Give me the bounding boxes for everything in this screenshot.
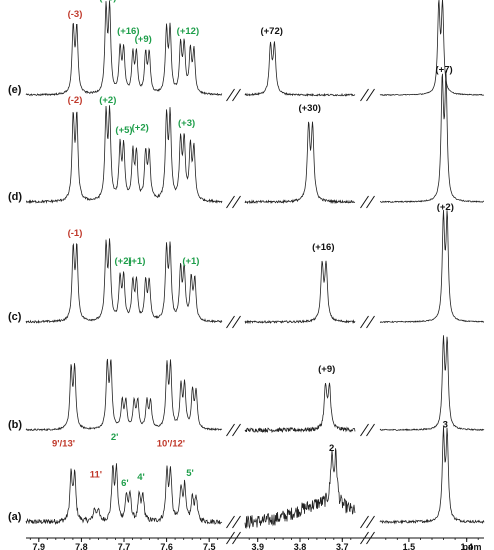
series-line	[379, 335, 485, 432]
axis-break-mark	[226, 515, 235, 529]
data-label: (+2)	[132, 123, 149, 134]
data-label: (+21)	[429, 0, 451, 1]
row-label: (d)	[8, 191, 22, 203]
x-tick-label: 1.5	[403, 542, 416, 550]
x-tick-label: 3.7	[336, 542, 349, 550]
data-label: 5'	[186, 468, 194, 479]
x-tick-label: 3.8	[294, 542, 307, 550]
axis-break-mark	[226, 88, 235, 102]
axis-break-mark	[232, 315, 241, 329]
axis-break-mark	[366, 315, 375, 329]
series-line	[25, 105, 223, 204]
series-line	[25, 0, 223, 97]
data-label: 3	[443, 419, 448, 430]
series-line	[380, 71, 484, 203]
row-label: (c)	[8, 311, 22, 323]
data-label: (+1)	[128, 256, 145, 267]
row-labels: (a) (b) (c) (d) (e)	[8, 84, 22, 523]
x-axis-label: ppm	[463, 542, 482, 550]
data-label: (+16)	[117, 26, 139, 37]
data-label: (+3)	[178, 118, 195, 129]
row-label: (a)	[8, 511, 22, 523]
axis-break-mark	[232, 423, 241, 437]
axis-break-mark	[360, 315, 369, 329]
x-axis-ticks: 7.9 7.8 7.7 7.6 7.5 3.9 3.8 3.7 1.5 1.4	[29, 538, 479, 550]
x-tick-label: 1.4	[460, 542, 473, 550]
spectra-traces	[25, 0, 485, 530]
axis-break-mark	[366, 88, 375, 102]
x-tick-label: 7.8	[75, 542, 88, 550]
data-label: (-1)	[68, 228, 83, 239]
axis-break-mark	[360, 423, 369, 437]
data-label: (+5)	[99, 0, 116, 4]
x-axis: 7.9 7.8 7.7 7.6 7.5 3.9 3.8 3.7 1.5 1.4 ppm	[26, 537, 484, 550]
data-label: 9'/13'	[52, 439, 75, 450]
data-label: (+16)	[312, 242, 334, 253]
axis-break-mark	[232, 88, 241, 102]
data-label: (+72)	[260, 26, 282, 37]
data-label: (+5)	[115, 125, 132, 136]
data-label: 4'	[137, 472, 145, 483]
series-line	[244, 260, 356, 325]
axis-break-mark	[366, 195, 375, 209]
series-line	[244, 41, 356, 97]
data-label: 2'	[111, 432, 119, 443]
series-line	[379, 426, 485, 525]
row-label: (e)	[8, 84, 22, 96]
data-label: (+9)	[318, 364, 335, 375]
series-line	[244, 382, 356, 434]
x-tick-label: 7.5	[203, 542, 216, 550]
axis-break-mark	[226, 195, 235, 209]
series-line	[25, 238, 223, 324]
data-label: 11'	[90, 470, 102, 481]
series-line	[379, 209, 485, 324]
data-label: (+30)	[298, 103, 320, 114]
data-label: 10'/12'	[157, 439, 185, 450]
data-label: 6'	[121, 478, 129, 489]
row-label: (b)	[8, 419, 22, 431]
data-label: (+2)	[437, 202, 454, 213]
series-line	[25, 463, 223, 525]
data-label: (+2)	[115, 256, 132, 267]
data-label: (+9)	[135, 34, 152, 45]
axis-break-mark	[226, 315, 235, 329]
axis-break-mark	[360, 515, 369, 529]
axis-break-mark	[232, 195, 241, 209]
data-label: (-3)	[68, 9, 83, 20]
axis-break-mark	[232, 515, 241, 529]
x-tick-label: 7.6	[160, 542, 173, 550]
axis-break-mark	[226, 423, 235, 437]
axis-break-mark	[366, 515, 375, 529]
series-line	[379, 0, 485, 96]
data-label: (+2)	[99, 95, 116, 106]
data-label: (+7)	[436, 65, 453, 76]
series-line	[244, 448, 356, 530]
peak-labels: 9'/13'11'2'6'4'10'/12'5'23(+9)(-1)(+2)(+…	[52, 0, 454, 489]
series-line	[25, 358, 223, 432]
axis-breaks	[226, 88, 375, 545]
axis-break-mark	[360, 88, 369, 102]
data-label: (+1)	[182, 256, 199, 267]
series-line	[244, 121, 356, 205]
x-tick-label: 3.9	[251, 542, 264, 550]
axis-break-mark	[366, 423, 375, 437]
data-label: 2	[329, 443, 334, 454]
data-label: (+12)	[177, 26, 199, 37]
data-label: (-2)	[68, 95, 83, 106]
x-tick-label: 7.9	[33, 542, 46, 550]
x-tick-label: 7.7	[118, 542, 131, 550]
axis-break-mark	[360, 195, 369, 209]
